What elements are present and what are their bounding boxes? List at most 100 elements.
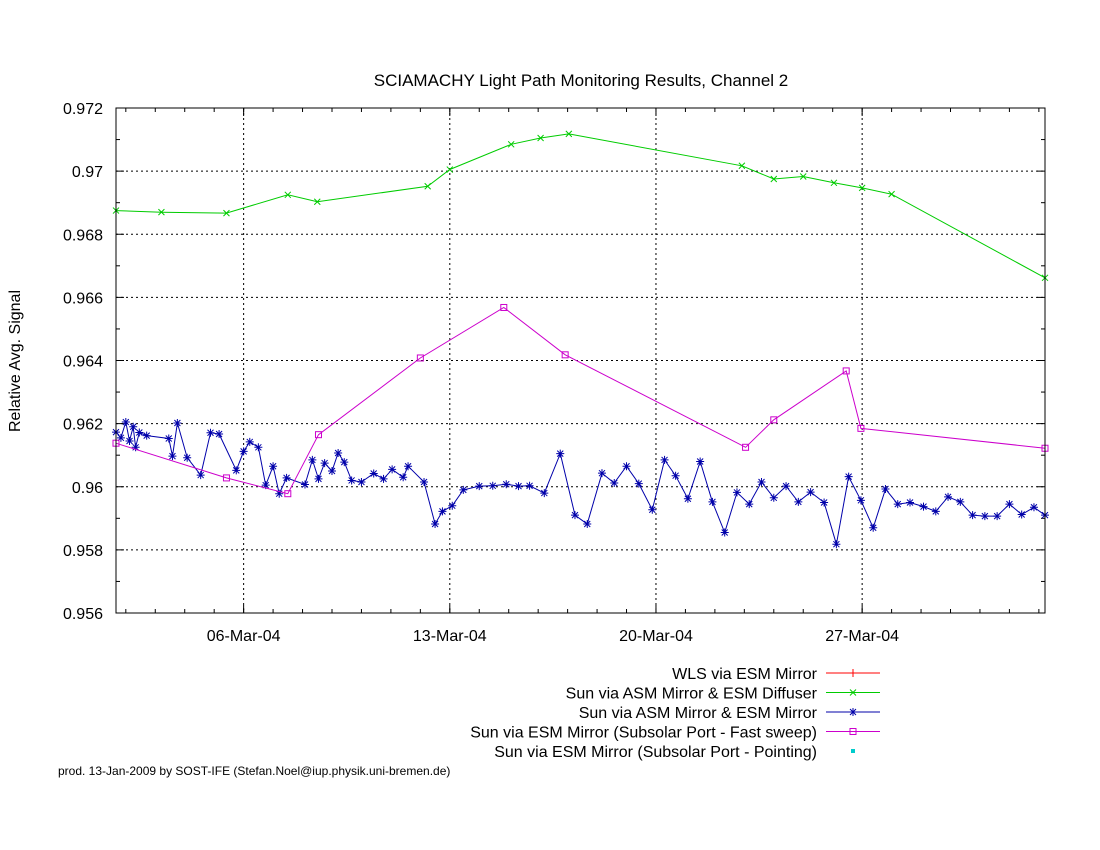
legend-item: Sun via ASM Mirror & ESM Mirror bbox=[579, 705, 880, 722]
chart-title: SCIAMACHY Light Path Monitoring Results,… bbox=[374, 71, 789, 90]
data-point bbox=[696, 457, 705, 466]
data-point bbox=[683, 494, 692, 503]
series-line bbox=[115, 133, 1046, 279]
data-point bbox=[708, 497, 717, 506]
data-point bbox=[842, 367, 850, 375]
data-point bbox=[799, 173, 807, 180]
data-point bbox=[919, 502, 928, 511]
legend: WLS via ESM Mirror Sun via ASM Mirror & E… bbox=[470, 666, 880, 761]
data-point bbox=[906, 498, 915, 507]
data-point bbox=[856, 496, 865, 505]
data-point bbox=[116, 433, 125, 442]
series-2 bbox=[112, 418, 1049, 549]
data-point bbox=[738, 162, 746, 170]
data-point bbox=[347, 476, 356, 485]
x-tick-label: 27-Mar-04 bbox=[825, 628, 899, 645]
y-tick-label: 0.956 bbox=[63, 606, 103, 623]
data-point bbox=[782, 482, 791, 491]
data-point bbox=[671, 471, 680, 480]
data-point bbox=[980, 512, 989, 521]
data-point bbox=[881, 484, 890, 493]
y-axis-label: Relative Avg. Signal bbox=[7, 290, 24, 432]
x-tick-label: 06-Mar-04 bbox=[207, 628, 281, 645]
data-point bbox=[125, 436, 134, 445]
data-point bbox=[770, 416, 778, 424]
data-point bbox=[308, 455, 317, 464]
data-point bbox=[129, 422, 138, 431]
data-point bbox=[502, 480, 511, 489]
data-point bbox=[893, 500, 902, 509]
data-point bbox=[232, 466, 241, 475]
data-point bbox=[215, 430, 224, 439]
data-point bbox=[269, 462, 278, 471]
data-point bbox=[239, 447, 248, 456]
data-point bbox=[275, 489, 284, 498]
data-point bbox=[340, 458, 349, 467]
legend-item: Sun via ESM Mirror (Subsolar Port - Fast… bbox=[470, 725, 880, 742]
data-point bbox=[622, 462, 631, 471]
data-point bbox=[448, 501, 457, 510]
legend-item: WLS via ESM Mirror bbox=[672, 666, 880, 683]
legend-marker bbox=[849, 669, 857, 677]
data-point bbox=[438, 507, 447, 516]
series-1 bbox=[112, 130, 1049, 282]
data-point bbox=[507, 140, 515, 148]
y-tick-label: 0.964 bbox=[63, 354, 103, 371]
legend-label: Sun via ESM Mirror (Subsolar Port - Poin… bbox=[494, 744, 817, 761]
data-point bbox=[284, 191, 292, 199]
data-point bbox=[369, 469, 378, 478]
y-tick-label: 0.96 bbox=[72, 480, 103, 497]
data-point bbox=[732, 488, 741, 497]
data-point bbox=[537, 134, 544, 142]
data-point bbox=[327, 466, 336, 475]
data-point bbox=[1017, 510, 1026, 519]
data-point bbox=[525, 481, 534, 490]
y-tick-labels: 0.956 0.958 0.96 0.962 0.964 0.966 0.968 0.97 0.… bbox=[63, 101, 103, 623]
data-point bbox=[245, 437, 254, 446]
data-point bbox=[183, 453, 192, 462]
legend-label: Sun via ASM Mirror & ESM Mirror bbox=[579, 705, 818, 722]
data-point bbox=[944, 492, 953, 501]
data-point bbox=[830, 179, 838, 187]
legend-label: Sun via ESM Mirror (Subsolar Port - Fast… bbox=[470, 725, 817, 742]
data-point bbox=[597, 469, 606, 478]
grid-lines bbox=[116, 108, 1045, 613]
legend-marker bbox=[851, 749, 855, 753]
data-point bbox=[742, 443, 750, 451]
data-point bbox=[206, 428, 215, 437]
data-point bbox=[168, 452, 177, 461]
data-point bbox=[314, 474, 323, 483]
data-point bbox=[284, 490, 292, 498]
data-point bbox=[320, 459, 329, 468]
data-point bbox=[424, 182, 432, 190]
data-point bbox=[820, 498, 829, 507]
data-point bbox=[634, 479, 643, 488]
data-point bbox=[196, 471, 205, 480]
x-tick-label: 20-Mar-04 bbox=[619, 628, 693, 645]
y-tick-label: 0.966 bbox=[63, 290, 103, 307]
data-point bbox=[844, 472, 853, 481]
data-point bbox=[223, 209, 230, 217]
y-tick-label: 0.958 bbox=[63, 543, 103, 560]
data-point bbox=[540, 489, 549, 498]
y-tick-label: 0.962 bbox=[63, 417, 103, 434]
data-point bbox=[561, 351, 569, 359]
data-point bbox=[993, 512, 1002, 521]
data-point bbox=[770, 175, 778, 183]
data-point bbox=[888, 190, 895, 198]
data-point bbox=[956, 497, 965, 506]
data-point bbox=[488, 481, 497, 490]
data-point bbox=[399, 473, 408, 482]
data-point bbox=[142, 431, 151, 440]
data-point bbox=[222, 474, 230, 482]
x-tick-label: 13-Mar-04 bbox=[413, 628, 487, 645]
data-point bbox=[968, 511, 977, 520]
data-point bbox=[858, 184, 866, 192]
series-3 bbox=[112, 303, 1049, 498]
data-point bbox=[1005, 500, 1014, 509]
legend-marker bbox=[849, 728, 857, 735]
series-line bbox=[115, 421, 1046, 545]
data-point bbox=[121, 418, 130, 427]
data-point bbox=[648, 505, 657, 514]
